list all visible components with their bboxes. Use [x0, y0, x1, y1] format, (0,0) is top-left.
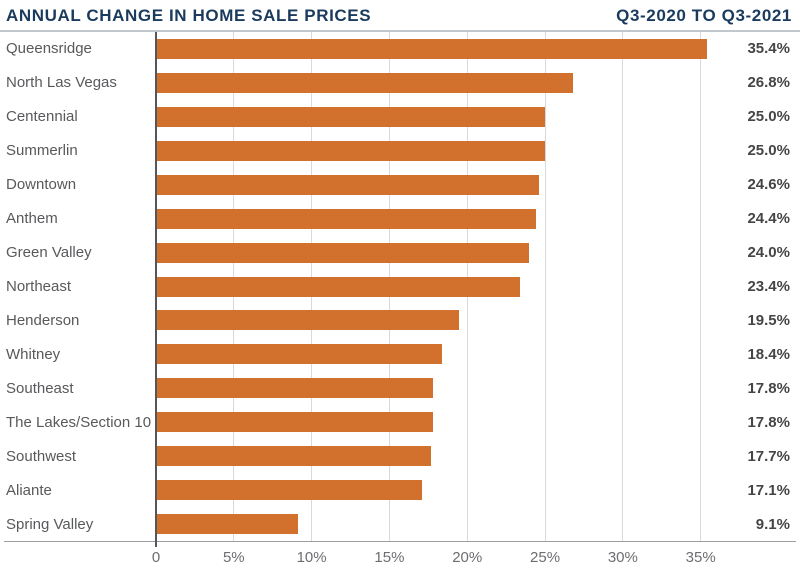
x-tick-labels: 0 5% 10% 15% 20% 25% 30% 35%	[152, 549, 724, 571]
bar-row: Green Valley 24.0%	[0, 236, 800, 270]
bar-track	[156, 304, 724, 338]
category-label: Downtown	[6, 176, 77, 194]
chart-title: ANNUAL CHANGE IN HOME SALE PRICES	[6, 6, 372, 25]
value-label: 24.0%	[747, 244, 790, 262]
value-label: 17.8%	[747, 413, 790, 431]
value-label: 25.0%	[747, 108, 790, 126]
x-tick-label: 25%	[530, 549, 561, 566]
value-label: 18.4%	[747, 345, 790, 363]
bar-row: North Las Vegas 26.8%	[0, 66, 800, 100]
value-label: 9.1%	[755, 515, 790, 533]
bar-row: Summerlin 25.0%	[0, 134, 800, 168]
gridline	[700, 32, 702, 541]
bar	[156, 446, 432, 467]
bar-row: The Lakes/Section 10 17.8%	[0, 405, 800, 439]
bar-track	[156, 507, 724, 541]
bar	[156, 242, 530, 263]
x-axis-line	[4, 541, 796, 542]
bar-track	[156, 32, 724, 66]
bar-row: Centennial 25.0%	[0, 100, 800, 134]
category-label: Summerlin	[6, 142, 78, 160]
bar	[156, 38, 707, 59]
bar	[156, 208, 536, 229]
bar-row: Whitney 18.4%	[0, 337, 800, 371]
bar-row: Anthem 24.4%	[0, 202, 800, 236]
x-tick-label: 10%	[296, 549, 327, 566]
bar-row: Henderson 19.5%	[0, 304, 800, 338]
bar-track	[156, 202, 724, 236]
bar-track	[156, 66, 724, 100]
y-axis-zero-line	[155, 32, 157, 547]
bar-row: Downtown 24.6%	[0, 168, 800, 202]
bar	[156, 480, 423, 501]
category-label: North Las Vegas	[6, 74, 117, 92]
bar-track	[156, 134, 724, 168]
bar-row: Spring Valley 9.1%	[0, 507, 800, 541]
bar-row: Queensridge 35.4%	[0, 32, 800, 66]
bar	[156, 378, 433, 399]
bar-track	[156, 168, 724, 202]
bar-track	[156, 337, 724, 371]
bar-row: Southwest 17.7%	[0, 439, 800, 473]
x-tick-label: 5%	[222, 549, 245, 566]
value-label: 19.5%	[747, 311, 790, 329]
category-label: Whitney	[6, 345, 61, 363]
bar-row: Northeast 23.4%	[0, 270, 800, 304]
chart-period-label: Q3-2020 TO Q3-2021	[616, 6, 792, 25]
category-label: Henderson	[6, 311, 80, 329]
chart-body: Queensridge 35.4% North Las Vegas 26.8% …	[0, 32, 800, 579]
category-label: The Lakes/Section 10	[6, 413, 152, 431]
bar	[156, 140, 546, 161]
bar	[156, 72, 574, 93]
x-tick-label: 20%	[452, 549, 483, 566]
bar-track	[156, 270, 724, 304]
gridline	[622, 32, 624, 541]
value-label: 25.0%	[747, 142, 790, 160]
category-label: Aliante	[6, 481, 52, 499]
bar-track	[156, 100, 724, 134]
bar-track	[156, 439, 724, 473]
bar	[156, 310, 460, 331]
bar	[156, 106, 546, 127]
bar-row: Aliante 17.1%	[0, 473, 800, 507]
value-label: 17.7%	[747, 447, 790, 465]
x-tick-label: 0	[151, 549, 161, 566]
bar	[156, 344, 443, 365]
bar-track	[156, 371, 724, 405]
bar-track	[156, 405, 724, 439]
x-tick-label: 30%	[607, 549, 638, 566]
category-label: Southeast	[6, 379, 74, 397]
value-label: 23.4%	[747, 278, 790, 296]
header-divider	[0, 30, 800, 32]
bar	[156, 174, 539, 195]
value-label: 24.6%	[747, 176, 790, 194]
value-label: 26.8%	[747, 74, 790, 92]
bar	[156, 514, 298, 535]
category-label: Spring Valley	[6, 515, 94, 533]
category-label: Anthem	[6, 210, 58, 228]
category-label: Queensridge	[6, 40, 92, 58]
bar-rows: Queensridge 35.4% North Las Vegas 26.8% …	[0, 32, 800, 541]
category-label: Southwest	[6, 447, 77, 465]
category-label: Green Valley	[6, 244, 92, 262]
value-label: 24.4%	[747, 210, 790, 228]
chart-header: ANNUAL CHANGE IN HOME SALE PRICES Q3-202…	[0, 0, 800, 30]
bar	[156, 276, 521, 297]
bar-row: Southeast 17.8%	[0, 371, 800, 405]
bar	[156, 412, 433, 433]
value-label: 35.4%	[747, 40, 790, 58]
bar-track	[156, 473, 724, 507]
category-label: Centennial	[6, 108, 78, 126]
gridline	[544, 32, 546, 541]
x-tick-label: 15%	[374, 549, 405, 566]
bar-track	[156, 236, 724, 270]
value-label: 17.1%	[747, 481, 790, 499]
category-label: Northeast	[6, 278, 72, 296]
value-label: 17.8%	[747, 379, 790, 397]
x-tick-label: 35%	[685, 549, 716, 566]
